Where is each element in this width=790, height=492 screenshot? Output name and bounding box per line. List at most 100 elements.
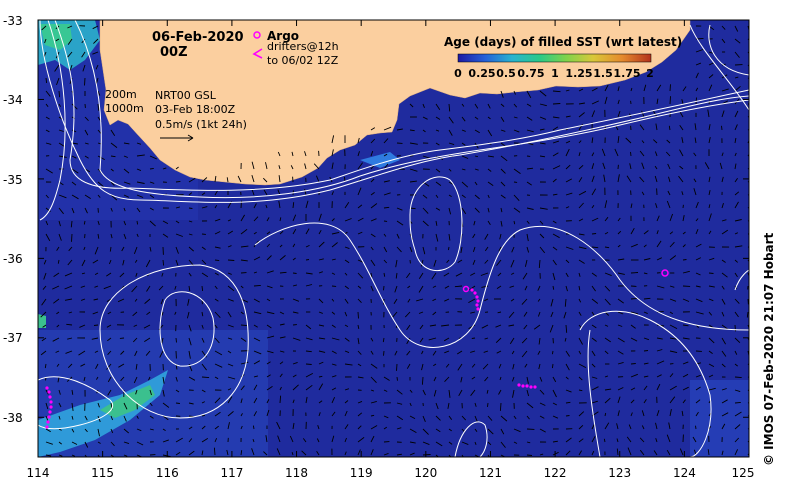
- velocity-vector: [538, 337, 541, 345]
- velocity-vector: [734, 219, 742, 222]
- velocity-vector: [604, 337, 611, 343]
- velocity-vector: [539, 402, 546, 406]
- velocity-vector: [526, 389, 530, 397]
- velocity-vector: [331, 387, 337, 391]
- velocity-vector: [396, 389, 403, 395]
- velocity-vector: [474, 168, 479, 171]
- lon-tick-label: 120: [414, 466, 437, 480]
- velocity-vector: [395, 259, 398, 268]
- velocity-vector: [214, 363, 223, 368]
- velocity-vector: [383, 415, 389, 419]
- velocity-vector: [58, 233, 62, 241]
- velocity-vector: [591, 272, 597, 277]
- velocity-vector: [448, 441, 453, 445]
- velocity-vector: [383, 389, 388, 392]
- velocity-vector: [630, 87, 633, 92]
- velocity-vector: [513, 415, 517, 420]
- velocity-vector: [43, 272, 47, 280]
- velocity-vector: [251, 448, 255, 456]
- velocity-vector: [422, 454, 431, 456]
- velocity-vector: [188, 450, 195, 456]
- velocity-vector: [251, 161, 255, 170]
- velocity-vector: [669, 350, 678, 354]
- velocity-vector: [591, 400, 598, 404]
- velocity-vector: [44, 363, 47, 369]
- velocity-vector: [357, 259, 364, 263]
- velocity-vector: [487, 103, 491, 109]
- velocity-vector: [292, 399, 295, 404]
- lon-tick-label: 115: [91, 466, 114, 480]
- velocity-vector: [578, 272, 581, 277]
- velocity-vector: [483, 350, 489, 353]
- velocity-vector: [253, 350, 262, 355]
- velocity-vector: [682, 386, 689, 391]
- velocity-vector: [92, 25, 99, 30]
- velocity-vector: [630, 272, 639, 274]
- velocity-vector: [552, 220, 557, 224]
- velocity-vector: [435, 207, 441, 211]
- velocity-vector: [604, 96, 608, 105]
- velocity-vector: [45, 415, 49, 421]
- velocity-vector: [643, 244, 647, 248]
- velocity-vector: [617, 217, 621, 222]
- velocity-vector: [487, 441, 492, 446]
- velocity-scale-label: 0.5m/s (1kt 24h): [155, 118, 247, 131]
- velocity-vector: [65, 350, 73, 354]
- velocity-vector: [71, 142, 78, 145]
- velocity-vector: [422, 116, 428, 120]
- velocity-vector: [58, 103, 61, 107]
- velocity-vector: [734, 51, 740, 58]
- ssh-contour-central: [254, 222, 749, 348]
- velocity-vector: [123, 220, 127, 226]
- velocity-vector: [617, 337, 625, 343]
- velocity-vector: [667, 163, 671, 170]
- colorbar-tick: 2: [646, 67, 654, 80]
- velocity-vector: [539, 453, 544, 456]
- velocity-vector: [55, 38, 60, 42]
- velocity-vector: [513, 90, 516, 95]
- velocity-vector: [45, 90, 51, 97]
- velocity-vector: [604, 232, 609, 235]
- velocity-vector: [279, 217, 282, 222]
- velocity-vector: [292, 361, 298, 365]
- velocity-vector: [146, 311, 151, 316]
- velocity-vector: [630, 373, 638, 378]
- velocity-vector: [409, 415, 416, 419]
- velocity-vector: [214, 397, 221, 404]
- velocity-vector: [604, 200, 608, 209]
- velocity-vector: [474, 155, 479, 158]
- velocity-vector: [240, 450, 243, 456]
- velocity-vector: [175, 233, 183, 237]
- velocity-vector: [149, 167, 154, 170]
- velocity-vector: [97, 428, 100, 437]
- velocity-vector: [721, 412, 729, 417]
- velocity-vector: [94, 272, 99, 275]
- velocity-vector: [94, 246, 99, 255]
- lon-tick-label: 125: [732, 466, 755, 480]
- velocity-vector: [292, 284, 298, 287]
- velocity-vector: [626, 436, 632, 443]
- velocity-vector: [188, 192, 193, 196]
- velocity-vector: [418, 311, 424, 314]
- velocity-vector: [265, 435, 268, 443]
- velocity-vector: [668, 176, 671, 183]
- velocity-vector: [188, 233, 193, 236]
- velocity-vector: [42, 324, 47, 328]
- velocity-vector: [292, 243, 296, 248]
- velocity-vector: [292, 257, 296, 261]
- velocity-vector: [52, 285, 60, 290]
- velocity-vector: [404, 311, 411, 318]
- velocity-vector: [630, 412, 633, 417]
- velocity-vector: [695, 386, 701, 391]
- velocity-vector: [133, 324, 138, 327]
- velocity-vector: [107, 350, 112, 356]
- velocity-vector: [305, 396, 308, 404]
- velocity-vector: [565, 246, 574, 250]
- velocity-vector: [149, 246, 152, 252]
- velocity-vector: [227, 245, 232, 248]
- velocity-vector: [669, 373, 674, 378]
- velocity-vector: [357, 400, 363, 404]
- velocity-vector: [499, 233, 502, 240]
- velocity-vector: [539, 220, 544, 225]
- velocity-vector: [144, 298, 151, 304]
